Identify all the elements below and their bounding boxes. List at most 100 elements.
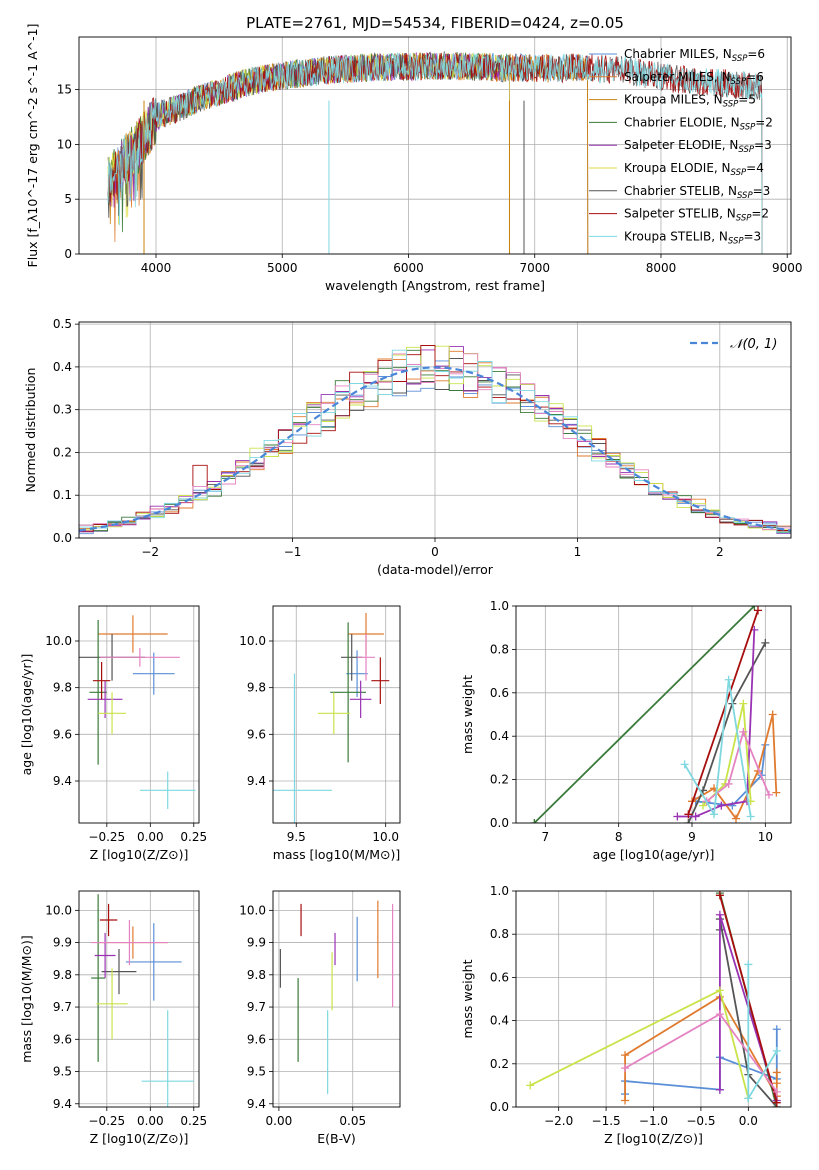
y-tick-label: 0.8 — [490, 642, 509, 656]
x-tick-label: 5000 — [267, 261, 298, 275]
legend-entry: Chabrier STELIB, NSSP=3 — [624, 184, 770, 201]
normal-curve — [79, 366, 791, 532]
y-axis-label: age [log10(age/yr)] — [19, 654, 34, 776]
x-tick-label: 8 — [615, 830, 623, 844]
x-tick-label: −2.0 — [544, 1114, 573, 1128]
y-tick-label: 9.6 — [247, 727, 266, 741]
legend-entry: Salpeter ELODIE, NSSP=3 — [624, 138, 772, 155]
x-tick-label: 6000 — [393, 261, 424, 275]
x-tick-label: 8000 — [646, 261, 677, 275]
axes-age-vs-mass: 9.5 10.0 9.4 9.6 9.8 10.0 mass [log10(M/M⊙)] — [239, 605, 401, 862]
x-tick-label: −1 — [284, 545, 302, 559]
y-tick-label: 0 — [64, 247, 72, 261]
x-axis-label: E(B-V) — [317, 1131, 356, 1146]
plus-marker — [732, 814, 740, 823]
x-axis-label: (data-model)/error — [377, 562, 494, 577]
plus-marker — [724, 675, 733, 684]
plus-marker — [746, 812, 755, 821]
plus-marker — [750, 606, 759, 610]
x-tick-label: −1.5 — [592, 1114, 621, 1128]
weight-line — [533, 606, 755, 823]
legend-entry: Salpeter STELIB, NSSP=2 — [624, 207, 769, 224]
y-tick-label: 9.4 — [53, 1097, 72, 1111]
axes-mass-weight-vs-Z: −2.0 −1.5 −1.0 −0.5 0.0 0.0 0.2 0.4 0.6 0.8 1.0 Z [… — [460, 884, 792, 1146]
histogram-step — [79, 349, 791, 538]
plus-marker — [715, 1085, 724, 1094]
y-tick-label: 9.6 — [247, 1032, 266, 1046]
y-tick-label: 0.8 — [490, 927, 509, 941]
x-tick-label: 0.25 — [180, 830, 207, 844]
plus-marker — [772, 788, 781, 797]
plus-marker — [772, 1025, 781, 1034]
axes-age-vs-Z: −0.25 0.00 0.25 9.4 9.6 9.8 10.0 Z [log10(Z/Z⊙)… — [19, 605, 207, 862]
y-tick-label: 0.0 — [53, 531, 72, 545]
plus-marker — [739, 699, 748, 708]
x-axis-label: Z [log10(Z/Z⊙)] — [604, 1131, 703, 1146]
x-tick-label: 0.00 — [266, 1114, 293, 1128]
plus-marker — [684, 819, 693, 823]
x-tick-label: 10.0 — [372, 830, 399, 844]
weight-lines — [530, 606, 781, 823]
error-bars — [79, 615, 196, 809]
axes-mass-weight-vs-age: 7 8 9 10 0.0 0.2 0.4 0.6 0.8 1.0 age [log10(age/yr… — [460, 599, 792, 862]
x-tick-label: 10 — [758, 830, 773, 844]
y-tick-label: 9.4 — [247, 774, 266, 788]
x-tick-label: 0.00 — [137, 1114, 164, 1128]
x-tick-label: −0.25 — [88, 830, 125, 844]
error-bars — [273, 613, 390, 823]
plus-marker — [715, 986, 724, 995]
y-tick-label: 0.6 — [490, 686, 509, 700]
x-tick-label: 0.05 — [339, 1114, 366, 1128]
x-tick-label: 4000 — [141, 261, 172, 275]
spectrum-line — [107, 52, 763, 254]
y-tick-label: 5 — [64, 192, 72, 206]
plus-marker — [621, 1051, 630, 1060]
y-tick-label: 0.5 — [53, 317, 72, 331]
plus-marker — [715, 910, 724, 919]
y-tick-label: 1.0 — [490, 884, 509, 898]
plus-marker — [744, 960, 753, 969]
plus-marker — [744, 1094, 753, 1103]
x-tick-label: −0.25 — [88, 1114, 125, 1128]
plus-marker — [754, 606, 762, 615]
y-axis-label: mass weight — [460, 675, 475, 754]
legend: Chabrier MILES, NSSP=6 Salpeter MILES, NS… — [589, 47, 773, 246]
y-tick-label: 0.3 — [53, 403, 72, 417]
weight-line — [683, 679, 752, 818]
y-tick-label: 10.0 — [239, 634, 266, 648]
x-tick-label: 1 — [574, 545, 582, 559]
x-axis-label: mass [log10(M/M⊙)] — [273, 847, 401, 862]
legend-entry: Kroupa STELIB, NSSP=3 — [624, 229, 761, 246]
y-tick-label: 9.7 — [53, 1000, 72, 1014]
plus-marker — [772, 1046, 781, 1055]
plus-marker — [699, 801, 707, 810]
y-axis-label: mass weight — [460, 959, 475, 1038]
y-tick-label: 9.8 — [247, 681, 266, 695]
weight-line — [687, 610, 759, 815]
x-axis-label: Z [log10(Z/Z⊙)] — [90, 1131, 189, 1146]
figure-title: PLATE=2761, MJD=54534, FIBERID=0424, z=0… — [246, 14, 624, 32]
y-tick-label: 9.5 — [53, 1065, 72, 1079]
plus-marker — [673, 812, 682, 821]
spectrum-line — [107, 52, 589, 254]
x-tick-label: 0.25 — [180, 1114, 207, 1128]
weight-line — [706, 729, 770, 803]
y-tick-label: 9.8 — [53, 681, 72, 695]
x-tick-label: 2 — [716, 545, 724, 559]
x-tick-label: 0 — [431, 545, 439, 559]
y-tick-label: 9.9 — [247, 936, 266, 950]
y-tick-label: 0.1 — [53, 488, 72, 502]
axes-residual-histogram: −2 −1 0 1 2 0.0 0.1 0.2 0.3 0.4 0.5 (data-model)/er… — [23, 317, 792, 577]
y-tick-label: 0.4 — [490, 729, 509, 743]
legend-entry: Salpeter MILES, NSSP=6 — [624, 70, 764, 87]
x-axis-label: age [log10(age/yr)] — [593, 847, 715, 862]
legend-entry: Chabrier ELODIE, NSSP=2 — [624, 115, 773, 132]
x-tick-label: 9000 — [772, 261, 803, 275]
x-axis-label: wavelength [Angstrom, rest frame] — [325, 278, 545, 293]
axes-frame — [515, 890, 792, 1108]
plus-marker — [761, 638, 770, 647]
spectrum-line — [107, 52, 589, 254]
x-tick-label: 7 — [542, 830, 550, 844]
y-tick-label: 0.6 — [490, 970, 509, 984]
